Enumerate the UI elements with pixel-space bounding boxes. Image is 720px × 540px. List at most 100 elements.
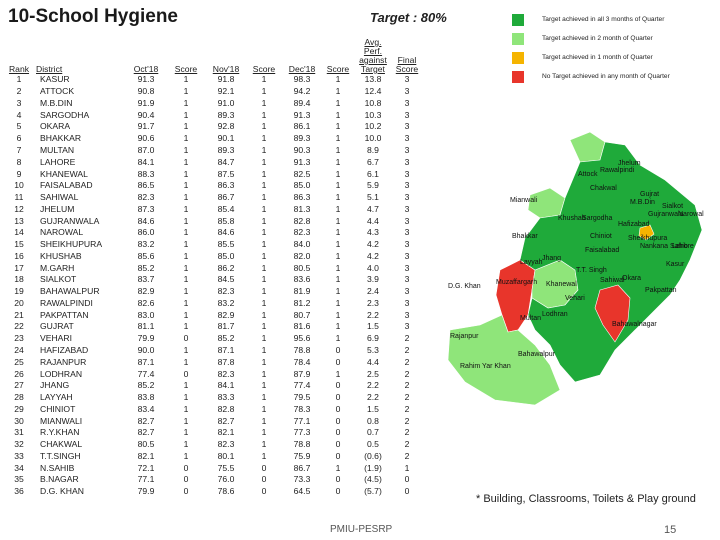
cell-s2: 1: [261, 427, 267, 438]
cell-dec: 89.4: [293, 97, 311, 108]
cell-s2: 0: [261, 474, 267, 485]
cell-avg: 2.2: [367, 392, 379, 403]
cell-final: 3: [404, 274, 410, 285]
legend-swatch: [512, 13, 524, 26]
cell-s2: 1: [261, 262, 267, 273]
cell-s3: 1: [335, 192, 341, 203]
col-score-dec: Score: [326, 64, 350, 74]
table-row: 21 PAKPATTAN 83.0 1 82.9 1 80.7 1 2.2 3: [4, 309, 422, 321]
cell-nov: 76.0: [217, 474, 235, 485]
cell-rank: 7: [16, 144, 22, 155]
cell-s1: 1: [183, 227, 189, 238]
cell-final: 3: [404, 109, 410, 120]
cell-district: BHAKKAR: [40, 133, 82, 144]
cell-s1: 1: [183, 344, 189, 355]
cell-nov: 83.3: [217, 392, 235, 403]
cell-district: GUJRAT: [40, 321, 74, 332]
cell-avg: 2.2: [367, 309, 379, 320]
cell-s3: 1: [335, 321, 341, 332]
cell-nov: 83.2: [217, 297, 235, 308]
cell-dec: 95.6: [293, 333, 311, 344]
legend-item: Target achieved in 1 month of Quarter: [512, 48, 670, 67]
cell-final: 0: [404, 486, 410, 497]
cell-oct: 82.1: [137, 450, 155, 461]
cell-s3: 0: [335, 427, 341, 438]
cell-district: LAHORE: [40, 156, 76, 167]
cell-s1: 1: [183, 192, 189, 203]
cell-avg: 4.2: [367, 250, 379, 261]
map-label: Hafizabad: [618, 221, 650, 228]
cell-nov: 85.0: [217, 250, 235, 261]
cell-oct: 86.0: [137, 227, 155, 238]
cell-s3: 0: [335, 392, 341, 403]
cell-district: KHUSHAB: [40, 250, 82, 261]
map-label: Mianwali: [510, 197, 538, 204]
cell-s3: 0: [335, 474, 341, 485]
cell-final: 2: [404, 415, 410, 426]
cell-dec: 77.1: [293, 415, 311, 426]
cell-s1: 1: [183, 392, 189, 403]
table-row: 15 SHEIKHUPURA 83.2 1 85.5 1 84.0 1 4.2 3: [4, 239, 422, 251]
page-number: 15: [664, 524, 677, 536]
cell-s2: 1: [261, 415, 267, 426]
col-score-oct: Score: [174, 64, 198, 74]
cell-dec: 82.3: [293, 227, 311, 238]
cell-nov: 87.1: [217, 344, 235, 355]
cell-oct: 91.3: [137, 74, 155, 85]
cell-nov: 82.8: [217, 403, 235, 414]
cell-final: 2: [404, 403, 410, 414]
cell-district: SIALKOT: [40, 274, 77, 285]
cell-s1: 1: [183, 427, 189, 438]
cell-s2: 1: [261, 356, 267, 367]
cell-s1: 0: [183, 462, 189, 473]
table-row: 14 NAROWAL 86.0 1 84.6 1 82.3 1 4.3 3: [4, 227, 422, 239]
cell-district: BAHAWALPUR: [40, 286, 100, 297]
cell-s3: 1: [335, 239, 341, 250]
cell-rank: 5: [16, 121, 22, 132]
map-label: Lahore: [672, 243, 694, 250]
cell-district: OKARA: [40, 121, 71, 132]
cell-oct: 87.0: [137, 144, 155, 155]
cell-avg: 4.3: [367, 227, 379, 238]
cell-dec: 86.1: [293, 121, 311, 132]
cell-s2: 1: [261, 168, 267, 179]
table-row: 12 JHELUM 87.3 1 85.4 1 81.3 1 4.7 3: [4, 203, 422, 215]
cell-nov: 85.4: [217, 203, 235, 214]
cell-s3: 0: [335, 415, 341, 426]
cell-avg: (0.6): [364, 450, 382, 461]
cell-final: 2: [404, 450, 410, 461]
cell-s3: 1: [335, 144, 341, 155]
cell-final: 3: [404, 203, 410, 214]
cell-s1: 1: [183, 133, 189, 144]
cell-avg: (4.5): [364, 474, 382, 485]
cell-avg: 5.1: [367, 192, 379, 203]
cell-s3: 1: [335, 168, 341, 179]
cell-avg: 2.2: [367, 380, 379, 391]
cell-district: SAHIWAL: [40, 192, 79, 203]
cell-avg: 10.0: [364, 133, 382, 144]
cell-rank: 19: [14, 286, 24, 297]
cell-final: 3: [404, 250, 410, 261]
cell-dec: 78.4: [293, 356, 311, 367]
cell-s1: 1: [183, 380, 189, 391]
cell-dec: 85.0: [293, 180, 311, 191]
cell-s1: 1: [183, 415, 189, 426]
map-label: Rawalpindi: [600, 167, 635, 174]
cell-nov: 84.1: [217, 380, 235, 391]
cell-district: N.SAHIB: [40, 462, 75, 473]
cell-s1: 1: [183, 86, 189, 97]
cell-oct: 77.1: [137, 474, 155, 485]
cell-nov: 78.6: [217, 486, 235, 497]
cell-s1: 1: [183, 168, 189, 179]
cell-s2: 1: [261, 344, 267, 355]
cell-nov: 91.0: [217, 97, 235, 108]
map-label: Chakwal: [590, 185, 617, 192]
cell-oct: 86.5: [137, 180, 155, 191]
col-score-nov: Score: [252, 64, 276, 74]
cell-s2: 0: [261, 462, 267, 473]
cell-s1: 0: [183, 333, 189, 344]
cell-final: 2: [404, 439, 410, 450]
cell-dec: 82.0: [293, 250, 311, 261]
cell-s3: 1: [335, 274, 341, 285]
